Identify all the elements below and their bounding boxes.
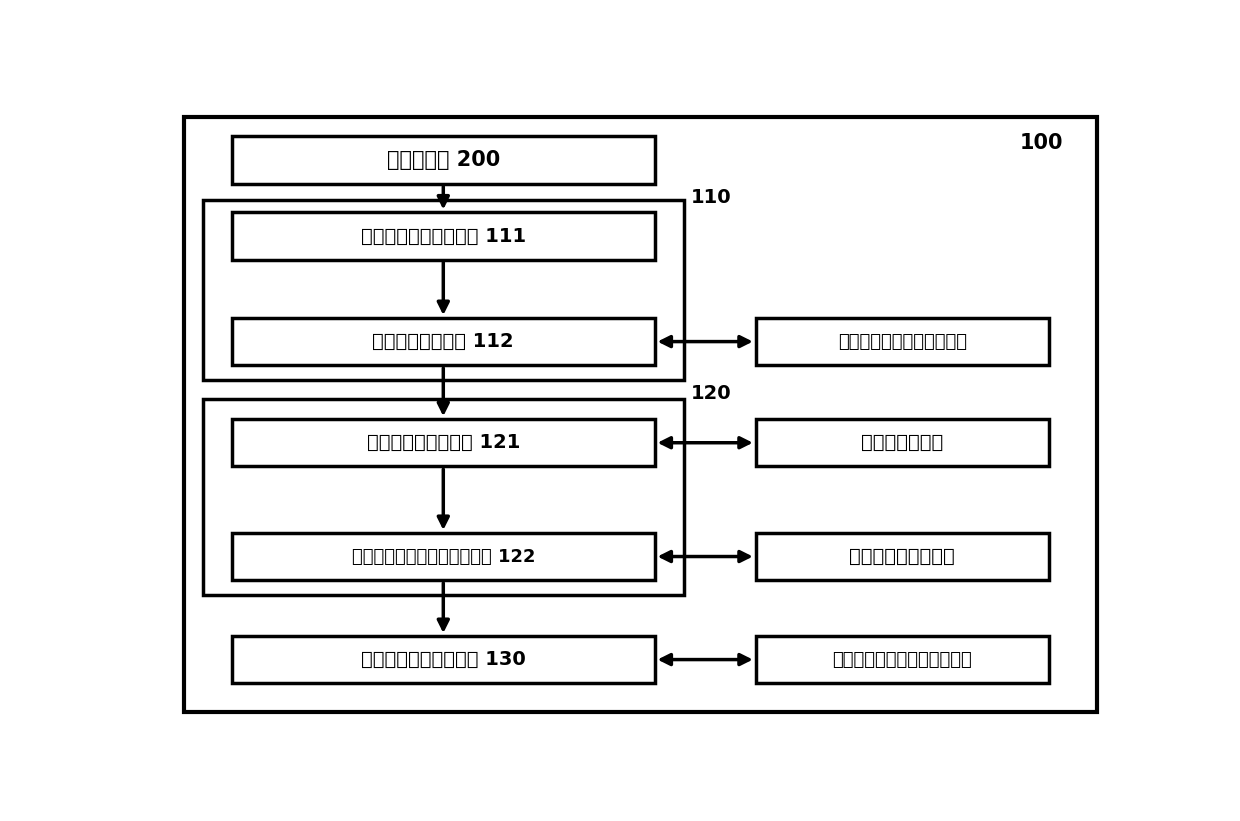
Text: 100: 100 [1019, 133, 1063, 154]
Text: 感兴趣区域计算模块 121: 感兴趣区域计算模块 121 [367, 433, 520, 452]
Text: 待检索图像车辆矩形框扣取: 待检索图像车辆矩形框扣取 [838, 333, 967, 351]
Bar [232, 635, 655, 683]
Bar [232, 533, 655, 580]
Text: 精确提取匹配块并计算匹配度: 精确提取匹配块并计算匹配度 [832, 650, 972, 668]
Text: 车辆图片初步筛选模块 111: 车辆图片初步筛选模块 111 [361, 227, 526, 245]
Bar [203, 200, 683, 380]
Text: 110: 110 [691, 188, 732, 207]
Text: 120: 120 [691, 384, 732, 403]
Bar [755, 533, 1049, 580]
Bar [232, 136, 655, 184]
Bar [232, 419, 655, 466]
Text: 机器视觉特征匹配模块 130: 机器视觉特征匹配模块 130 [361, 650, 526, 669]
Bar [755, 419, 1049, 466]
Text: 个性化图像区域特征计算模块 122: 个性化图像区域特征计算模块 122 [352, 548, 534, 566]
Bar [232, 213, 655, 259]
Text: 车辆区域计算模块 112: 车辆区域计算模块 112 [372, 332, 515, 351]
Bar [755, 635, 1049, 683]
Text: 个性化区域模板匹配: 个性化区域模板匹配 [849, 547, 955, 566]
Text: 卡口图像库 200: 卡口图像库 200 [387, 150, 500, 170]
Bar [755, 318, 1049, 365]
Bar [232, 318, 655, 365]
Bar [203, 399, 683, 594]
Text: 感兴趣区域扣取: 感兴趣区域扣取 [861, 433, 944, 452]
